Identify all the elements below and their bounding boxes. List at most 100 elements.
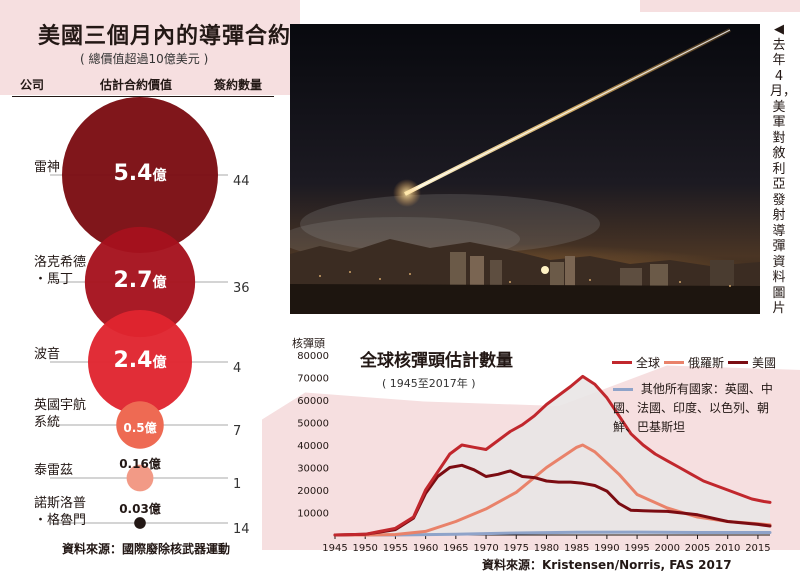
- y-tick-label: 50000: [297, 419, 329, 430]
- y-tick-label: 30000: [297, 464, 329, 475]
- company-name: 波音: [34, 346, 60, 363]
- x-tick-label: 1960: [413, 543, 438, 554]
- x-tick-label: 1985: [564, 543, 589, 554]
- pink-backdrop-top-right: [640, 0, 800, 12]
- company-name: 洛克希德 ・馬丁: [34, 254, 86, 288]
- contract-count: 7: [233, 424, 242, 439]
- x-tick-label: 2005: [685, 543, 710, 554]
- company-name: 雷神: [34, 159, 60, 176]
- x-tick-label: 1950: [352, 543, 377, 554]
- value-number: 5.4: [113, 161, 153, 186]
- value-number: 0.03: [119, 502, 149, 516]
- line-chart-source: 資料來源：Kristensen/Norris, FAS 2017: [482, 558, 732, 572]
- x-tick-label: 1945: [322, 543, 347, 554]
- company-name-line: 洛克希德: [34, 255, 87, 270]
- y-tick-label: 10000: [297, 509, 329, 520]
- company-name: 諾斯洛普 ・格魯門: [34, 495, 86, 529]
- line-chart-subtitle: ( 1945至2017年 ): [382, 377, 476, 390]
- company-name-line: 泰雷茲: [34, 463, 74, 478]
- bubble-0: [62, 97, 218, 253]
- left-chart-title: 美國三個月內的導彈合約: [38, 23, 292, 49]
- value-unit: 億: [152, 355, 167, 371]
- bubble-5: [134, 517, 146, 529]
- company-name-line: ・馬丁: [34, 272, 74, 287]
- bubble-4: [126, 464, 154, 492]
- contract-count: 4: [233, 361, 242, 376]
- x-tick-label: 1965: [443, 543, 468, 554]
- line-chart-legend: 全球 俄羅斯 美國: [612, 352, 776, 372]
- contract-value-label: 0.5億: [80, 417, 200, 436]
- contract-count: 44: [233, 174, 250, 189]
- y-tick-label: 40000: [297, 441, 329, 452]
- value-number: 0.16: [119, 457, 149, 471]
- x-tick-label: 1980: [534, 543, 559, 554]
- legend-label-usa: 美國: [752, 355, 777, 370]
- contract-value-label: 2.7億: [80, 268, 200, 293]
- header-rule: [12, 96, 274, 97]
- value-number: 2.4: [113, 348, 153, 373]
- x-tick-label: 2010: [715, 543, 740, 554]
- x-tick-label: 2015: [745, 543, 770, 554]
- value-unit: 億: [148, 502, 161, 516]
- y-tick-label: 60000: [297, 396, 329, 407]
- value-unit: 億: [144, 421, 157, 435]
- company-name-line: ・格魯門: [34, 513, 87, 528]
- company-name: 泰雷茲: [34, 462, 73, 479]
- missile-photo: [290, 24, 760, 314]
- left-chart-source: 資料來源：國際廢除核武器運動: [62, 542, 231, 556]
- company-name-line: 英國宇航: [34, 398, 87, 413]
- legend-swatch-russia: [664, 360, 685, 364]
- header-contract-value: 估計合約價值: [100, 78, 173, 92]
- contract-count: 1: [233, 477, 242, 492]
- y-tick-label: 20000: [297, 486, 329, 497]
- legend-label-russia: 俄羅斯: [688, 355, 725, 370]
- header-company: 公司: [20, 78, 45, 92]
- missile-photo-illustration: [290, 24, 760, 314]
- y-tick-label: 70000: [297, 374, 329, 385]
- value-unit: 億: [148, 457, 161, 471]
- contract-value-label: 0.16億: [80, 453, 200, 472]
- x-tick-label: 1975: [504, 543, 529, 554]
- value-unit: 億: [152, 275, 167, 291]
- legend-swatch-others: [613, 388, 633, 391]
- contract-count: 36: [233, 281, 250, 296]
- legend-swatch-global: [612, 360, 632, 364]
- x-tick-label: 1995: [624, 543, 649, 554]
- bubble-chart: [50, 97, 228, 529]
- chart-y-axis-label: 核彈頭: [292, 337, 325, 350]
- contract-count: 14: [233, 522, 250, 537]
- series-line-1: [333, 443, 772, 537]
- bubble-3: [116, 401, 164, 449]
- y-tick-label: 80000: [297, 351, 329, 362]
- left-chart-subtitle: ( 總價值超過10億美元 ): [80, 52, 209, 66]
- series-line-0: [333, 374, 772, 537]
- bubble-2: [88, 310, 192, 414]
- value-unit: 億: [152, 168, 167, 184]
- bubble-1: [84, 226, 196, 338]
- x-tick-label: 2000: [655, 543, 680, 554]
- value-number: 2.7: [113, 268, 153, 293]
- company-name-line: 諾斯洛普: [34, 496, 87, 511]
- global-area-fill: [335, 376, 770, 535]
- header-contract-count: 簽約數量: [214, 78, 263, 92]
- x-tick-label: 1970: [473, 543, 498, 554]
- contract-value-label: 0.03億: [80, 498, 200, 517]
- contract-value-label: 2.4億: [80, 348, 200, 373]
- contract-value-label: 5.4億: [80, 161, 200, 186]
- legend-label-global: 全球: [636, 355, 661, 370]
- x-tick-label: 1990: [594, 543, 619, 554]
- legend-swatch-usa: [728, 360, 749, 364]
- pink-backdrop-top-left: [0, 0, 300, 95]
- x-tick-label: 1955: [383, 543, 408, 554]
- legend-other-countries: 其他所有國家：英國、中國、法國、印度、以色列、朝鮮、巴基斯坦: [613, 380, 773, 437]
- company-name-line: 系統: [34, 415, 61, 430]
- series-line-2: [333, 463, 772, 537]
- company-name-line: 雷神: [34, 160, 61, 175]
- legend-row: 全球 俄羅斯 美國: [612, 352, 776, 372]
- legend-label-others: 其他所有國家：英國、中國、法國、印度、以色列、朝鮮、巴基斯坦: [613, 382, 773, 434]
- company-name: 英國宇航 系統: [34, 397, 86, 431]
- value-number: 0.5: [123, 421, 145, 435]
- line-chart-title: 全球核彈頭估計數量: [360, 351, 513, 371]
- company-name-line: 波音: [34, 347, 61, 362]
